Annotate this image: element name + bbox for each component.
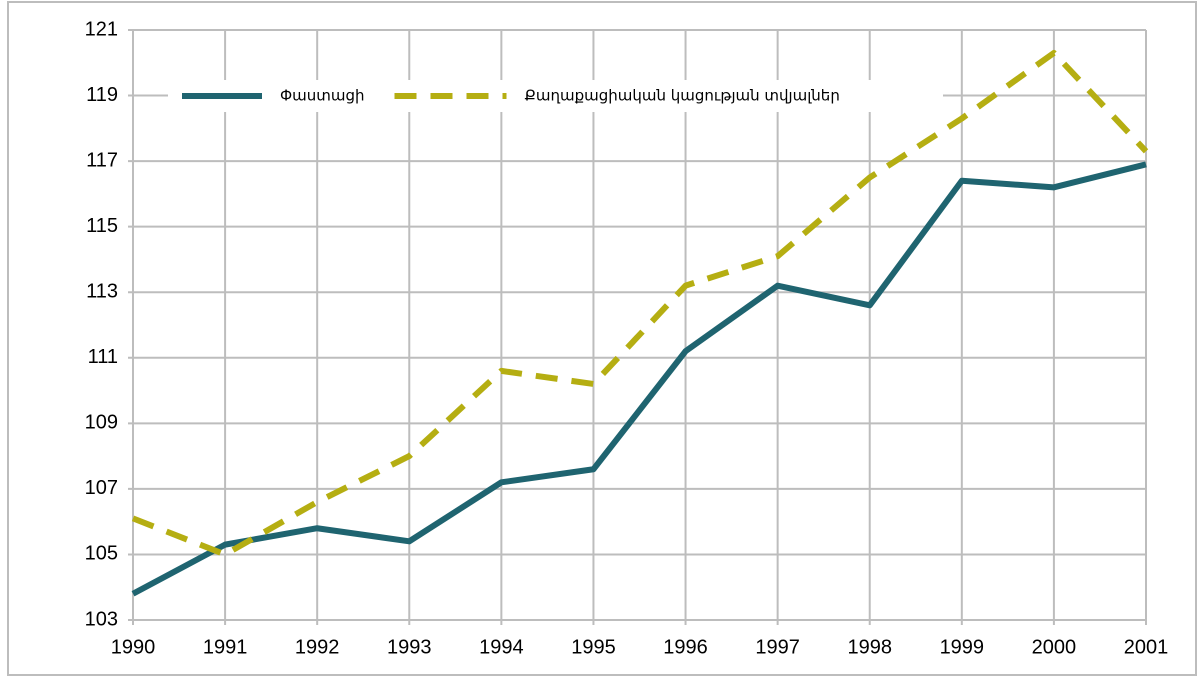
x-tick-label: 1993 <box>387 636 432 658</box>
x-tick-label: 1991 <box>203 636 248 658</box>
y-tick-label: 121 <box>85 18 118 40</box>
frame <box>7 1 1197 676</box>
y-tick-label: 103 <box>85 608 118 630</box>
legend-label: Քաղաքացիական կացության տվյալներ <box>525 87 840 105</box>
y-tick-label: 107 <box>85 477 118 499</box>
x-tick-label: 1995 <box>571 636 616 658</box>
y-tick-label: 111 <box>88 346 118 368</box>
grid <box>128 29 1147 625</box>
y-tick-label: 113 <box>86 281 118 303</box>
x-tick-label: 1999 <box>940 636 985 658</box>
x-tick-label: 1990 <box>111 636 156 658</box>
series-line <box>131 49 1149 558</box>
y-tick-label: 115 <box>86 215 118 237</box>
y-tick-label: 105 <box>85 543 118 565</box>
x-tick-label: 1997 <box>755 636 800 658</box>
y-tick-label: 109 <box>85 412 118 434</box>
legend-label: Փաստացի <box>280 87 365 105</box>
y-tick-label: 119 <box>86 84 118 106</box>
series-line <box>131 161 1147 597</box>
legend: Փաստացի Քաղաքացիական կացության տվյալներ <box>168 80 943 112</box>
x-tick-label: 1992 <box>295 636 340 658</box>
x-tick-label: 2001 <box>1124 636 1169 658</box>
legend-bg <box>168 80 943 112</box>
x-tick-label: 1996 <box>663 636 708 658</box>
y-tick-label: 117 <box>86 149 118 171</box>
x-tick-label: 1994 <box>479 636 524 658</box>
x-tick-label: 2000 <box>1032 636 1077 658</box>
x-tick-label: 1998 <box>847 636 892 658</box>
lines <box>131 49 1149 597</box>
